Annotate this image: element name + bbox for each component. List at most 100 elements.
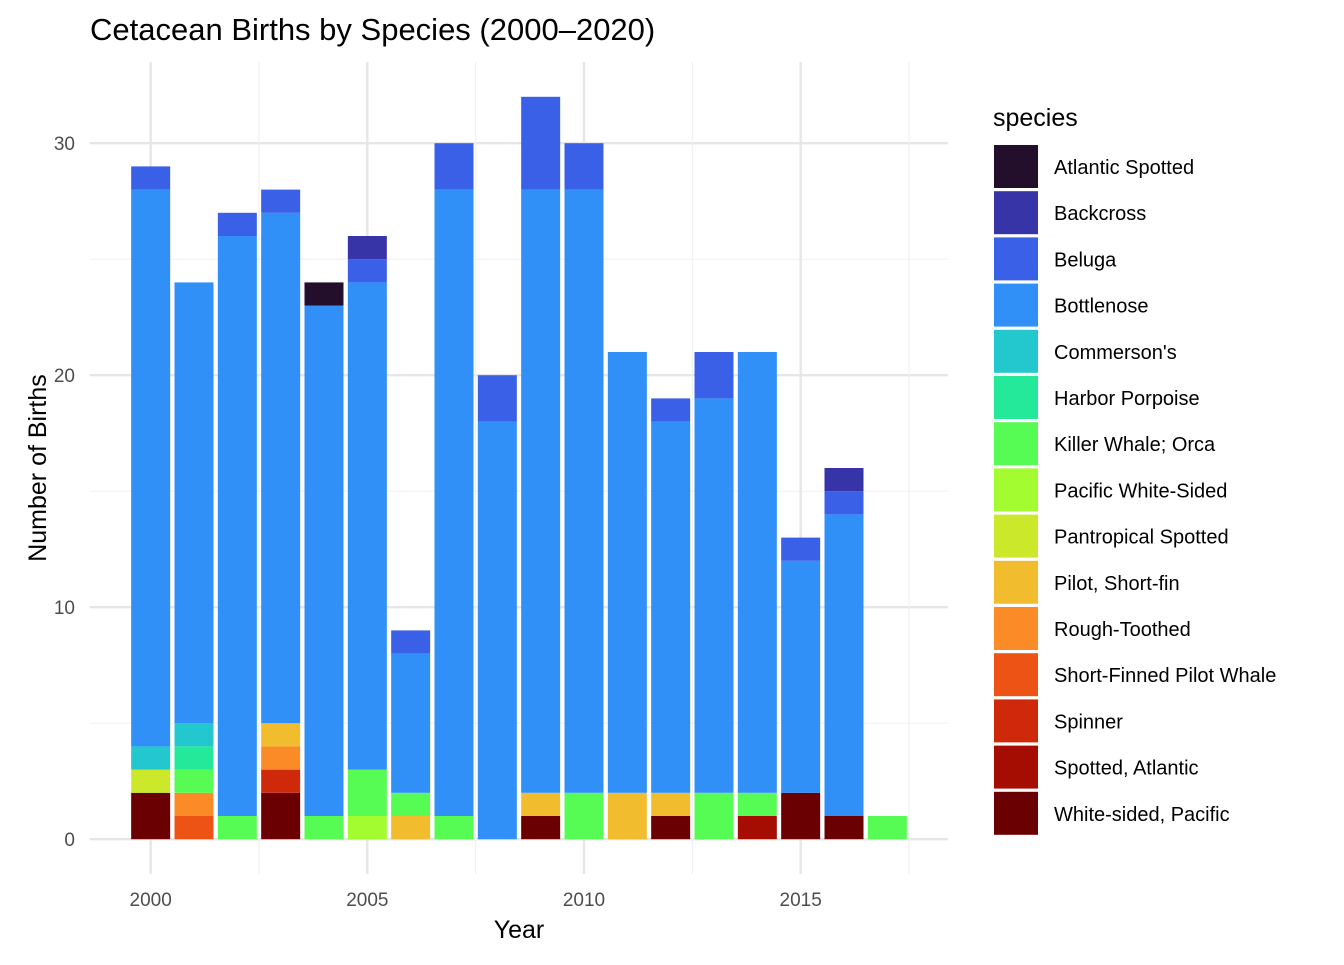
bar-segment (521, 189, 561, 793)
y-tick-label: 10 (54, 598, 75, 619)
legend-key (994, 422, 1038, 466)
bar-segment (261, 189, 301, 213)
bar-segment (391, 630, 431, 654)
bar-segment (347, 816, 387, 840)
x-tick-label: 2015 (780, 890, 822, 911)
legend-label: Rough-Toothed (1054, 619, 1191, 641)
bar-segment (304, 282, 344, 306)
bar-segment (564, 792, 604, 840)
bar-segment (304, 816, 344, 840)
bar-segment (391, 653, 431, 793)
legend-key (994, 237, 1038, 281)
legend-key (994, 699, 1038, 743)
bar-segment (131, 792, 171, 840)
legend-key (994, 376, 1038, 419)
bar-segment (651, 398, 691, 422)
legend-label: White-sided, Pacific (1054, 804, 1230, 826)
bar-segment (781, 560, 821, 793)
legend-key (994, 791, 1038, 835)
bar-segment (607, 352, 647, 793)
legend-key (994, 653, 1038, 697)
legend-key (994, 145, 1038, 188)
legend-label: Short-Finned Pilot Whale (1054, 665, 1276, 687)
bar-segment (781, 537, 821, 561)
bar-segment (434, 189, 474, 817)
bars-layer (131, 96, 907, 840)
legend-label: Spotted, Atlantic (1054, 758, 1199, 780)
bar-segment (174, 792, 214, 816)
bar-segment (217, 212, 257, 236)
legend-label: Beluga (1054, 249, 1117, 271)
bar-segment (477, 375, 517, 422)
legend-key (994, 468, 1038, 512)
bar-segment (131, 189, 171, 747)
legend-key (994, 191, 1038, 235)
legend-key (994, 283, 1038, 327)
legend-label: Backcross (1054, 203, 1146, 225)
bar-segment (174, 769, 214, 793)
bar-segment (737, 816, 777, 840)
bar-segment (217, 236, 257, 816)
y-tick-label: 0 (64, 830, 75, 851)
x-tick-label: 2010 (563, 890, 605, 911)
bar-segment (131, 769, 171, 793)
legend-key (994, 745, 1038, 789)
legend-title: species (993, 104, 1078, 132)
bar-segment (521, 96, 561, 190)
bar-segment (174, 816, 214, 840)
bar-segment (521, 816, 561, 840)
bar-segment (391, 792, 431, 816)
bar-segment (521, 792, 561, 816)
bar-segment (737, 792, 777, 816)
legend: Atlantic Spotted Backcross Beluga Bottlenos… (994, 145, 1276, 835)
bar-segment (217, 816, 257, 840)
legend-label: Pilot, Short-fin (1054, 573, 1180, 595)
bar-segment (694, 398, 734, 793)
bar-segment (347, 259, 387, 283)
bar-segment (564, 143, 604, 190)
x-tick-label: 2000 (130, 890, 172, 911)
legend-key (994, 514, 1038, 558)
bar-segment (131, 166, 171, 190)
legend-label: Spinner (1054, 711, 1123, 733)
bar-segment (781, 792, 821, 840)
bar-segment (867, 816, 907, 840)
bar-segment (261, 212, 301, 724)
bar-segment (434, 143, 474, 190)
bar-segment (174, 282, 214, 724)
bar-segment (261, 792, 301, 840)
bar-segment (824, 491, 864, 515)
bar-segment (131, 746, 171, 770)
legend-label: Commerson's (1054, 342, 1177, 364)
ticks-layer: 0 10 20 30 2000 2005 2010 2015 (54, 134, 822, 911)
legend-label: Bottlenose (1054, 296, 1149, 318)
legend-label: Killer Whale; Orca (1054, 434, 1216, 456)
bar-segment (347, 282, 387, 770)
legend-key (994, 329, 1038, 373)
bar-segment (824, 468, 864, 492)
x-tick-label: 2005 (346, 890, 388, 911)
bar-segment (824, 816, 864, 840)
bar-segment (824, 514, 864, 816)
bar-segment (564, 189, 604, 793)
bar-segment (174, 746, 214, 770)
x-axis-title: Year (494, 916, 545, 944)
chart-title: Cetacean Births by Species (2000–2020) (90, 12, 655, 47)
bar-segment (347, 236, 387, 260)
bar-segment (651, 792, 691, 816)
bar-segment (651, 816, 691, 840)
bar-segment (261, 769, 301, 793)
legend-label: Harbor Porpoise (1054, 388, 1200, 410)
bar-segment (391, 816, 431, 840)
legend-label: Atlantic Spotted (1054, 157, 1194, 179)
legend-label: Pacific White-Sided (1054, 480, 1227, 502)
y-tick-label: 20 (54, 366, 75, 387)
bar-segment (174, 723, 214, 747)
y-axis-title: Number of Births (24, 374, 52, 562)
legend-key (994, 560, 1038, 604)
bar-segment (347, 769, 387, 816)
y-tick-label: 30 (54, 134, 75, 155)
bar-segment (304, 305, 344, 816)
